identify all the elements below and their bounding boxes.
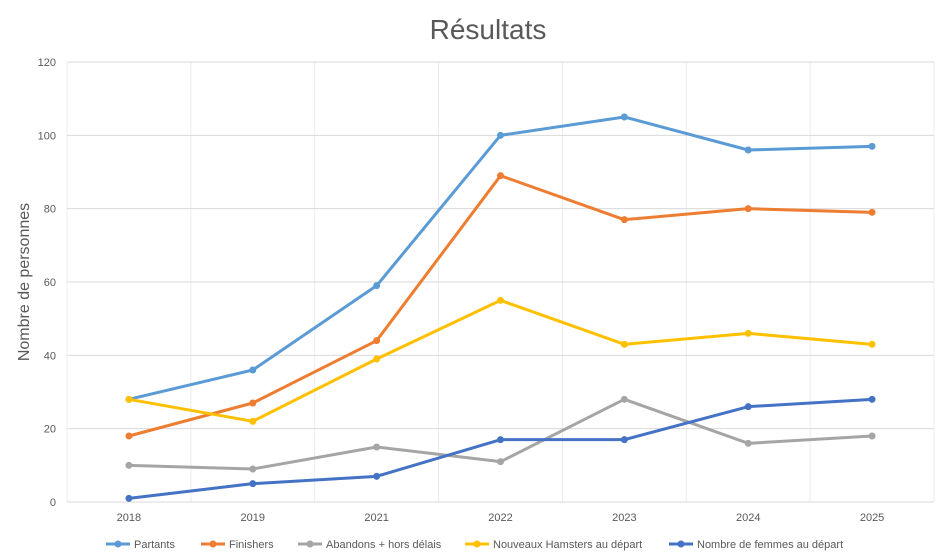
series-lines [125, 113, 876, 502]
data-point [249, 465, 257, 473]
x-axis-ticks: 2018 2019 2021 2022 2023 2024 2025 [117, 512, 885, 524]
legend-marker [114, 540, 122, 548]
data-point [744, 403, 752, 411]
x-tick-label: 2024 [736, 512, 760, 524]
data-point [373, 282, 381, 290]
legend-marker [209, 540, 217, 548]
data-point [744, 329, 752, 337]
data-point [125, 432, 133, 440]
data-point [620, 113, 628, 121]
data-point [249, 366, 257, 374]
series-partants [125, 113, 876, 403]
x-tick-label: 2018 [117, 512, 141, 524]
x-tick-label: 2025 [860, 512, 884, 524]
x-tick-label: 2023 [612, 512, 636, 524]
data-point [868, 340, 876, 348]
data-point [373, 443, 381, 451]
x-tick-label: 2022 [488, 512, 512, 524]
data-point [497, 436, 504, 444]
data-point [744, 439, 752, 447]
legend-label: Abandons + hors délais [326, 539, 442, 551]
y-tick-label: 120 [38, 57, 56, 69]
series-finishers [125, 172, 876, 440]
y-tick-label: 40 [44, 350, 56, 362]
data-point [249, 417, 257, 425]
data-point [868, 142, 876, 150]
legend-item: Nombre de femmes au départ [669, 539, 843, 551]
data-point [620, 216, 628, 224]
data-point [373, 472, 381, 480]
data-point [620, 340, 628, 348]
y-tick-label: 80 [44, 204, 56, 216]
data-point [620, 436, 628, 444]
legend: Partants Finishers Abandons + hors délais N… [106, 539, 843, 551]
data-point [125, 395, 133, 403]
x-tick-label: 2019 [241, 512, 265, 524]
legend-item: Abandons + hors délais [298, 539, 442, 551]
series-line [127, 397, 874, 500]
data-point [868, 395, 876, 403]
chart-title: Résultats [430, 14, 547, 45]
legend-marker [677, 540, 685, 548]
y-tick-label: 60 [44, 277, 56, 289]
series-line [127, 174, 874, 438]
data-point [249, 480, 257, 488]
y-tick-label: 0 [50, 497, 56, 509]
legend-item: Finishers [201, 539, 274, 551]
series-nombre-de-femmes-au-d-part [125, 395, 876, 502]
data-point [373, 337, 381, 345]
data-point [497, 458, 504, 466]
legend-label: Finishers [229, 539, 274, 551]
legend-label: Partants [134, 539, 175, 551]
data-point [744, 146, 752, 154]
legend-marker [306, 540, 314, 548]
y-axis-label: Nombre de personnes [16, 203, 33, 361]
y-tick-label: 100 [38, 130, 56, 142]
data-point [125, 494, 133, 502]
y-axis-ticks: 0 20 40 60 80 100 120 [38, 57, 56, 509]
grid [66, 61, 935, 503]
y-tick-label: 20 [44, 424, 56, 436]
legend-item: Partants [106, 539, 175, 551]
data-point [497, 172, 504, 180]
x-tick-label: 2021 [364, 512, 388, 524]
data-point [125, 461, 133, 469]
series-nouveaux-hamsters-au-d-part [125, 296, 876, 425]
series-line [127, 298, 874, 423]
series-abandons-hors-d-lais [125, 395, 876, 473]
data-point [249, 399, 257, 407]
data-point [868, 208, 876, 216]
series-line [127, 115, 874, 401]
legend-item: Nouveaux Hamsters au départ [465, 539, 642, 551]
data-point [744, 205, 752, 213]
legend-marker [473, 540, 481, 548]
data-point [497, 296, 504, 304]
data-point [497, 131, 504, 139]
legend-label: Nouveaux Hamsters au départ [493, 539, 642, 551]
legend-label: Nombre de femmes au départ [697, 539, 843, 551]
data-point [620, 395, 628, 403]
data-point [868, 432, 876, 440]
data-point [373, 355, 381, 363]
